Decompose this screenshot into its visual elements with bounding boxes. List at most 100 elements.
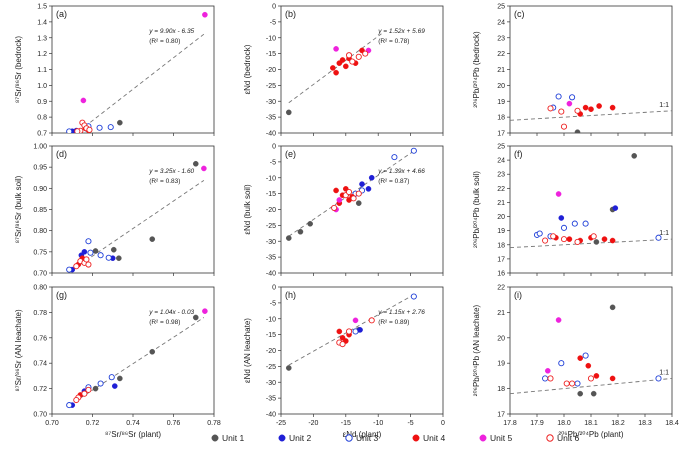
legend-marker-unit-3 [345, 434, 353, 442]
panel-a: 0.7 0.8 0.9 1.0 1.1 1.2 1.3 1.4 1.5 (a) ⁸⁷Sr/⁸⁶Sr … [14, 4, 215, 138]
data-point-unit-2 [359, 181, 365, 187]
y-tick-label: -5 [270, 159, 276, 166]
data-point-unit-3 [655, 375, 662, 382]
y-tick-label: 16 [497, 271, 505, 278]
regression-equation: y = 1.04x - 0.03 [148, 309, 194, 316]
data-point-unit-6 [355, 53, 362, 60]
data-point-unit-4 [566, 236, 573, 242]
y-axis-label: ⁸⁷Sr/⁸⁶Sr (AN leachate) [14, 309, 23, 392]
data-point-unit-3 [391, 154, 398, 161]
y-tick-label: 24 [497, 158, 505, 165]
regression-line [288, 150, 415, 237]
data-point-unit-4 [585, 362, 592, 369]
data-point-unit-3 [105, 254, 112, 261]
panels-group: 0.7 0.8 0.9 1.0 1.1 1.2 1.3 1.4 1.5 (a) ⁸⁷Sr/⁸⁶Sr … [14, 4, 679, 440]
legend-label: Unit 3 [356, 433, 378, 443]
regression-line [75, 33, 205, 133]
one-to-one-label: 1:1 [659, 230, 669, 237]
data-point-unit-3 [66, 266, 73, 273]
data-point-unit-5 [336, 197, 343, 203]
panel-e: -40 -35 -30 -25 -20 -15 -10 -5 0 (e) εNd (bulk soi… [243, 144, 444, 278]
data-point-unit-4 [596, 103, 602, 109]
data-point-unit-5 [566, 100, 573, 107]
x-tick-label: 18.1 [584, 420, 598, 427]
legend-label: Unit 4 [423, 433, 445, 443]
data-point-unit-6 [350, 195, 357, 202]
plot-frame [51, 5, 215, 134]
y-tick-label: -25 [266, 83, 276, 90]
x-tick-label: 0.78 [207, 420, 221, 427]
y-tick-label: 1.4 [37, 19, 47, 26]
x-tick-label: -25 [276, 420, 286, 427]
y-tick-label: -40 [266, 271, 276, 278]
legend-label: Unit 2 [289, 433, 311, 443]
y-tick-label: 1.00 [33, 144, 47, 151]
data-point-unit-6 [74, 128, 81, 133]
data-point-unit-6 [85, 261, 92, 268]
data-point-unit-3 [97, 252, 104, 259]
data-point-unit-3 [108, 374, 115, 381]
panel-g: 0.70 0.72 0.74 0.76 0.78 0.80 0.70 0.72 0.74 0.76… [14, 285, 221, 440]
data-point-unit-6 [85, 386, 92, 393]
y-tick-label: -15 [266, 51, 276, 58]
y-axis-label: εNd (bedrock) [243, 44, 252, 94]
y-tick-label: -10 [266, 316, 276, 323]
regression-equation: y = 1.52x + 5.69 [377, 28, 425, 35]
y-tick-label: -20 [266, 67, 276, 74]
plot-frame [280, 145, 444, 274]
data-point-unit-4 [609, 237, 616, 244]
y-tick-label: 17 [497, 131, 505, 138]
data-point-unit-6 [560, 236, 568, 243]
plot-frame [280, 286, 444, 415]
x-tick-label: 0 [441, 420, 445, 427]
y-tick-label: -25 [266, 223, 276, 230]
data-point-unit-2 [365, 186, 372, 192]
legend-label: Unit 5 [490, 433, 512, 443]
y-tick-label: 0.85 [33, 207, 47, 214]
y-tick-label: -10 [266, 35, 276, 42]
data-point-unit-6 [331, 204, 338, 211]
y-tick-label: 21 [497, 200, 505, 207]
data-point-unit-6 [563, 380, 570, 387]
data-point-unit-5 [545, 368, 551, 374]
y-tick-label: 1.5 [37, 4, 47, 11]
legend: Unit 1 Unit 2 Unit 3 Unit 4 Unit 5 Unit 6 [211, 433, 579, 443]
data-point-unit-6 [81, 390, 88, 397]
panel-f: 16 17 18 19 20 21 22 23 24 25 (f) ²⁰⁶Pb/²⁰⁴Pb (bulk… [472, 144, 673, 278]
y-tick-label: -5 [270, 19, 276, 26]
data-point-unit-6 [362, 50, 369, 57]
data-point-unit-4 [593, 373, 600, 379]
regression-equation: y = 3.25x - 1.60 [148, 168, 194, 175]
plot-frame [51, 286, 215, 415]
y-axis-label: ⁸⁷Sr/⁸⁶Sr (bedrock) [14, 36, 23, 104]
data-point-unit-6 [569, 380, 576, 387]
panel-label: (d) [56, 149, 67, 159]
data-point-unit-3 [66, 128, 73, 133]
data-point-unit-3 [107, 124, 114, 131]
data-point-unit-4 [333, 69, 339, 76]
regression-equation: y = 1.15x + 2.76 [377, 309, 425, 316]
y-tick-label: -35 [266, 396, 276, 403]
legend-marker-unit-1 [211, 434, 219, 442]
y-tick-label: 17 [497, 256, 505, 263]
y-tick-label: 21 [497, 67, 505, 74]
x-axis-label: ⁸⁷Sr/⁸⁶Sr (plant) [105, 430, 161, 439]
data-point-unit-1 [117, 119, 123, 126]
y-tick-label: 23 [497, 35, 505, 42]
data-point-unit-3 [574, 380, 581, 387]
data-point-unit-2 [368, 174, 375, 181]
data-point-unit-4 [601, 236, 608, 242]
data-point-unit-6 [349, 58, 356, 65]
data-point-unit-6 [574, 238, 581, 246]
plot-area [285, 33, 382, 116]
data-point-unit-3 [582, 352, 589, 359]
data-point-unit-6 [345, 52, 353, 59]
x-tick-label: -20 [308, 420, 318, 427]
plot-area [510, 153, 672, 249]
y-tick-label: 1.2 [37, 51, 47, 58]
y-tick-label: 0.8 [37, 115, 47, 122]
data-point-unit-6 [587, 375, 595, 382]
data-point-unit-3 [536, 230, 543, 237]
x-axis-label: ²⁰⁶Pb/²⁰⁴Pb (plant) [558, 430, 624, 439]
data-point-unit-2 [612, 205, 619, 211]
